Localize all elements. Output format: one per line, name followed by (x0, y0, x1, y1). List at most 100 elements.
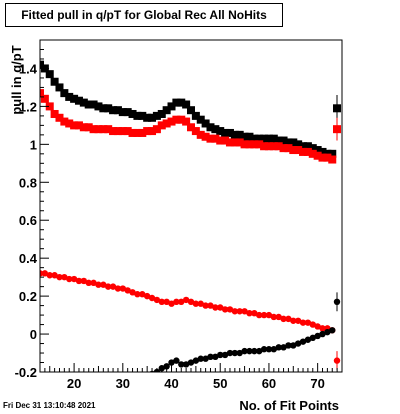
data-point (104, 125, 113, 134)
data-point (133, 111, 142, 120)
data-point (148, 113, 157, 122)
data-point (79, 98, 88, 107)
data-point (187, 123, 195, 132)
data-point (207, 302, 214, 309)
x-tick-label: 30 (116, 376, 130, 391)
data-point (143, 127, 152, 136)
data-point (201, 132, 210, 141)
data-point (221, 306, 229, 313)
data-point (279, 136, 288, 145)
data-point (40, 94, 49, 103)
data-point (236, 349, 243, 357)
data-point (75, 277, 83, 285)
data-point (319, 330, 326, 338)
data-point (289, 138, 298, 147)
data-point (197, 355, 204, 362)
data-point (94, 125, 103, 134)
data-point (109, 127, 118, 136)
data-point (313, 151, 322, 160)
data-point (294, 317, 302, 324)
data-point (255, 140, 264, 149)
data-point (172, 98, 181, 107)
data-point (119, 285, 127, 292)
y-tick-label: 0.8 (19, 175, 37, 190)
data-point (51, 272, 58, 279)
timestamp: Fri Dec 31 13:10:48 2021 (3, 401, 96, 410)
data-point (285, 315, 292, 323)
data-point (275, 313, 282, 321)
data-point (328, 149, 337, 158)
data-point (314, 323, 321, 330)
data-point (163, 298, 170, 306)
data-point (65, 92, 74, 101)
data-point (56, 273, 63, 281)
data-point (202, 355, 209, 362)
data-point (152, 111, 161, 120)
data-point (216, 136, 225, 145)
data-point (157, 109, 166, 118)
x-axis-title: No. of Fit Points (239, 398, 339, 413)
data-point (182, 100, 191, 109)
data-point (177, 115, 186, 124)
data-point (279, 144, 288, 153)
x-tick-label: 20 (67, 376, 81, 391)
data-point (211, 125, 220, 134)
data-point (260, 142, 269, 151)
data-point (172, 115, 181, 124)
data-point (138, 128, 147, 137)
data-point (319, 325, 326, 332)
data-point (324, 328, 331, 336)
data-point (290, 317, 297, 324)
data-point (255, 311, 263, 319)
data-point (50, 109, 59, 118)
data-point (46, 272, 53, 279)
data-point (231, 349, 239, 357)
data-point (314, 332, 321, 340)
y-tick-label: 0.6 (19, 213, 37, 228)
data-point (113, 106, 122, 115)
data-point (230, 138, 239, 147)
data-point (45, 70, 54, 79)
data-point (251, 309, 258, 317)
summary-point (333, 125, 341, 134)
data-point (85, 279, 92, 287)
data-point (182, 296, 190, 304)
x-tick-label: 40 (164, 376, 178, 391)
data-point (187, 106, 195, 115)
data-point (100, 281, 107, 288)
data-point (284, 144, 293, 153)
data-point (182, 361, 190, 368)
data-point (309, 321, 316, 328)
data-point (207, 353, 214, 361)
data-point (192, 300, 200, 307)
data-point (235, 130, 244, 139)
data-point (274, 136, 283, 145)
data-point (264, 142, 273, 151)
data-point (84, 100, 93, 109)
data-point (264, 134, 273, 143)
data-point (104, 283, 112, 290)
y-tick-label: 0.4 (19, 251, 38, 266)
data-point (303, 147, 312, 156)
data-point (260, 311, 268, 319)
data-point (255, 347, 263, 355)
data-point (313, 146, 322, 155)
summary-point (333, 357, 341, 364)
data-point (138, 111, 147, 120)
data-point (124, 287, 131, 294)
data-point (304, 336, 312, 343)
data-point (162, 106, 171, 115)
data-point (167, 102, 176, 111)
data-point (80, 277, 88, 285)
data-point (66, 275, 73, 283)
data-point (60, 89, 69, 98)
data-point (113, 127, 122, 136)
data-point (245, 132, 254, 141)
data-point (299, 338, 307, 345)
data-point (118, 127, 127, 136)
data-point (217, 304, 224, 311)
data-point (250, 134, 259, 143)
data-point (61, 273, 68, 281)
data-point (158, 298, 165, 306)
data-point (225, 128, 234, 137)
